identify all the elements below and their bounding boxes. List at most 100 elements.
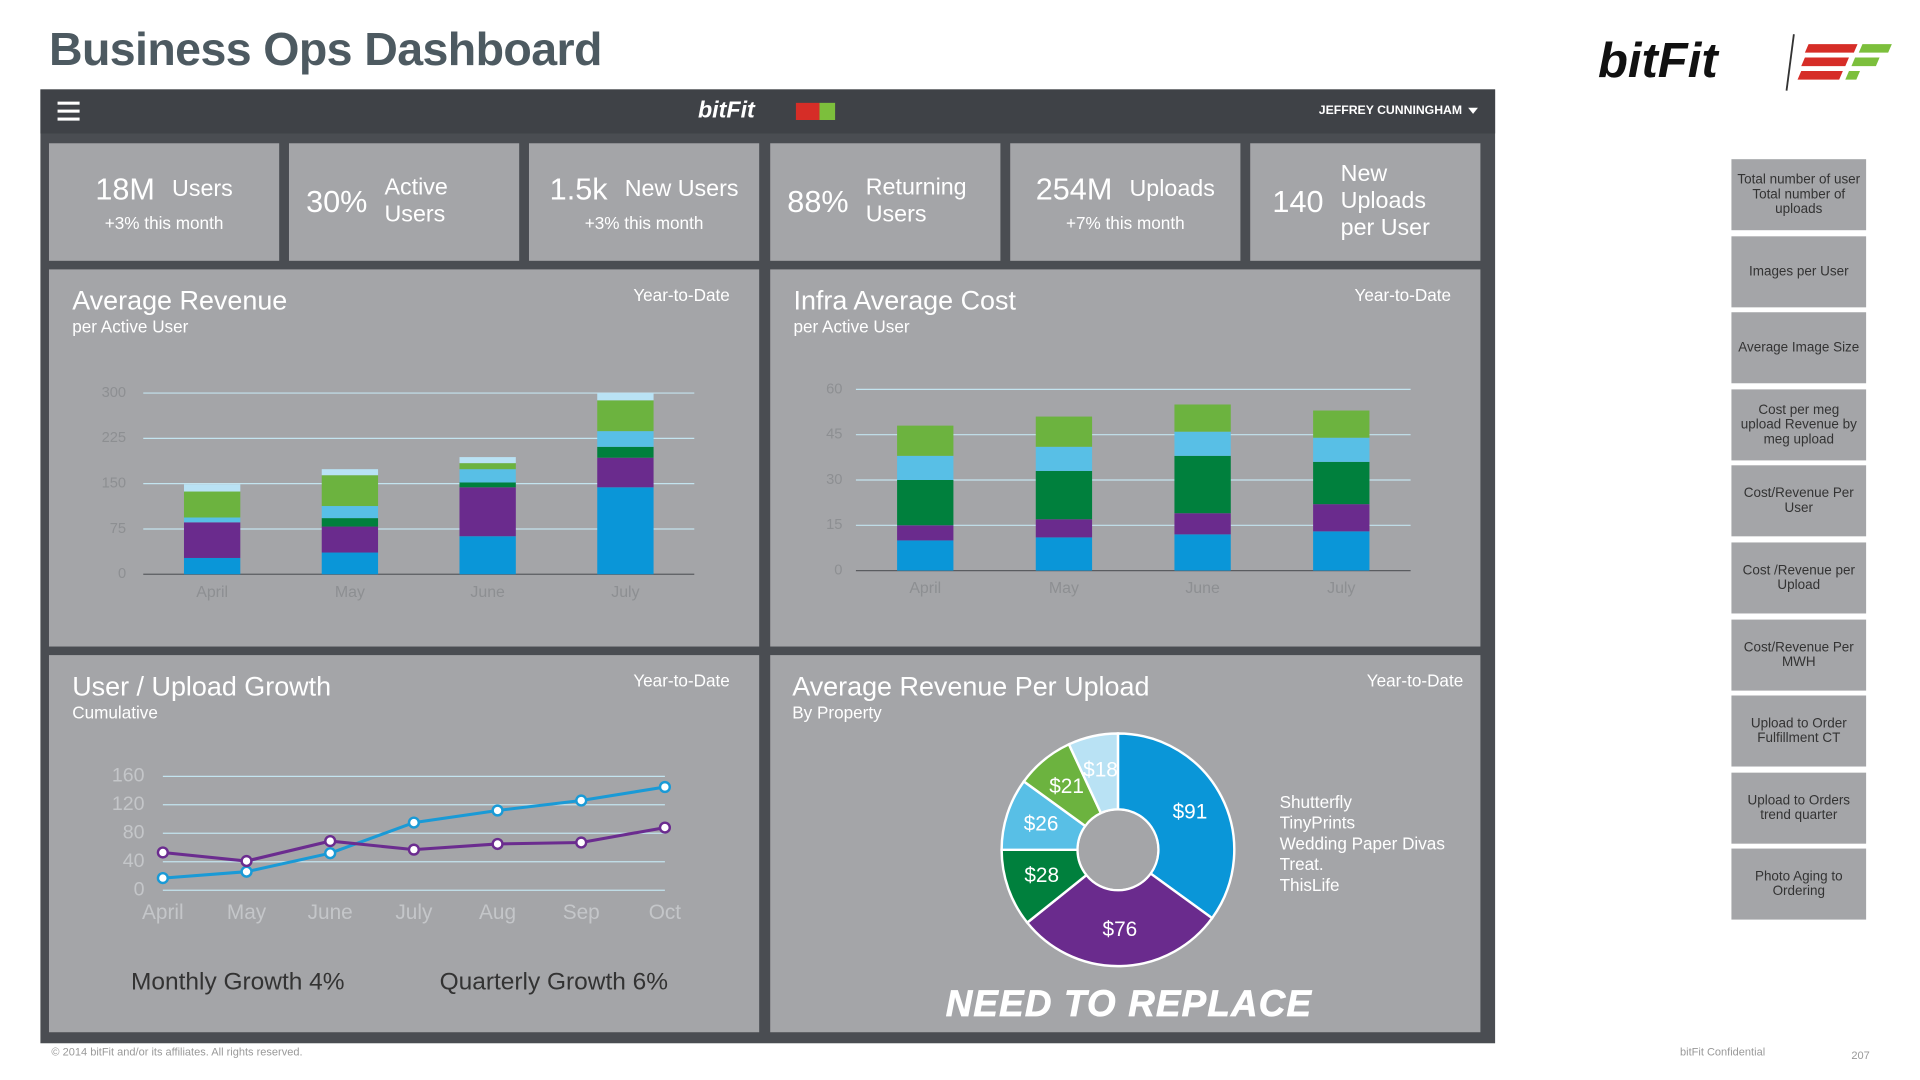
logo: bitFit [1597, 34, 1718, 89]
x-tick-label: June [470, 584, 505, 601]
y-tick-label: 30 [826, 472, 842, 488]
bar-segment [897, 525, 954, 541]
sidebar-item[interactable]: Cost/Revenue Per User [1731, 465, 1867, 537]
chart-title: Average Revenue [72, 286, 287, 316]
x-tick-label: April [196, 584, 228, 601]
bar-segment [1174, 431, 1231, 456]
y-tick-label: 0 [134, 878, 145, 900]
bar-segment [459, 463, 516, 470]
x-tick-label: April [909, 580, 941, 597]
kpi-card: 254M Uploads +7% this month [1010, 143, 1241, 261]
sidebar-item[interactable]: Average Image Size [1731, 312, 1867, 384]
bar-segment [597, 431, 654, 447]
kpi-label: Active Users [384, 175, 448, 228]
kpi-note: +7% this month [1065, 212, 1185, 233]
sidebar-item[interactable]: Cost /Revenue per Upload [1731, 542, 1867, 614]
bar-segment [1035, 519, 1093, 538]
slice-label: $28 [1024, 864, 1059, 887]
annotation: Quarterly Growth 6% [440, 969, 668, 996]
slice-label: $91 [1173, 801, 1208, 824]
slice-label: $18 [1083, 758, 1118, 781]
user-menu[interactable]: JEFFREY CUNNINGHAM [1318, 104, 1463, 118]
x-tick-label: May [227, 901, 267, 924]
kpi-value: 30% [306, 184, 368, 219]
x-tick-label: Oct [649, 901, 682, 924]
sidebar-item[interactable]: Cost per meg upload Revenue by meg uploa… [1731, 389, 1867, 461]
kpi-card: 88% Returning Users [770, 143, 1001, 261]
line-point [407, 843, 421, 856]
line-point [240, 865, 253, 878]
sidebar-item[interactable]: Images per User [1731, 235, 1867, 307]
bar-segment [1035, 470, 1093, 520]
top-logo: bitFit [697, 97, 755, 124]
bar-segment [1313, 531, 1370, 571]
ef-logo [1785, 34, 1892, 91]
chart-subtitle: By Property [792, 702, 882, 722]
y-tick-label: 40 [123, 850, 145, 872]
confidential: bitFit Confidential [1680, 1045, 1766, 1058]
line-point [324, 834, 337, 848]
kpi-row: 1.5k New Users [550, 172, 739, 208]
y-tick-label: 75 [110, 521, 126, 537]
chart-title: Average Revenue Per Upload [792, 671, 1149, 701]
x-tick-label: July [611, 584, 639, 601]
x-tick-label: May [335, 584, 365, 601]
bar-segment [1174, 513, 1231, 535]
line-point [575, 836, 588, 849]
y-tick-label: 60 [826, 381, 842, 397]
bar-segment [459, 469, 516, 483]
bar-segment [1313, 410, 1370, 438]
bar-segment [459, 482, 516, 488]
bar-segment [1313, 504, 1370, 532]
kpi-card: 1.5k New Users +3% this month [528, 143, 760, 261]
line-point [156, 846, 169, 859]
top-logo-mark [795, 102, 836, 120]
bar-segment [321, 526, 379, 553]
x-tick-label: June [1185, 580, 1220, 597]
y-tick-label: 300 [102, 385, 127, 401]
annotation: Monthly Growth 4% [131, 969, 345, 996]
line-point [240, 854, 253, 868]
bar-segment [321, 506, 379, 519]
sidebar-item[interactable]: Upload to Orders trend quarter [1731, 772, 1867, 844]
x-tick-label: Aug [479, 901, 516, 924]
bar-segment [321, 518, 379, 527]
pie-slice [1067, 732, 1120, 815]
bar-segment [897, 480, 954, 526]
kpi-note: +3% this month [104, 212, 224, 233]
legend-entry: Treat. [1280, 854, 1324, 874]
x-tick-label: Sep [563, 901, 600, 924]
menu-icon[interactable] [56, 99, 83, 123]
kpi-label: New Uploads per User [1340, 161, 1430, 242]
kpi-label: Returning Users [865, 175, 967, 228]
chart-title: User / Upload Growth [72, 671, 331, 701]
sidebar-item[interactable]: Total number of user Total number of upl… [1731, 159, 1867, 231]
x-tick-label: July [1327, 580, 1355, 597]
kpi-value: 254M [1035, 172, 1113, 207]
bar-segment [183, 484, 241, 492]
line-point [658, 780, 672, 794]
sidebar-item[interactable]: Photo Aging to Ordering [1731, 849, 1867, 921]
bar-segment [1035, 537, 1093, 571]
kpi-row: 140 New Uploads per User [1272, 162, 1458, 243]
sidebar-item[interactable]: Cost/Revenue Per MWH [1731, 619, 1867, 691]
bar-segment [459, 536, 516, 575]
chart-title: Infra Average Cost [793, 286, 1016, 316]
legend-entry: Wedding Paper Divas [1280, 833, 1445, 853]
line-point [491, 804, 504, 817]
caret[interactable] [1467, 107, 1479, 117]
legend-entry: Shutterfly [1280, 792, 1353, 812]
x-tick-label: April [142, 901, 184, 924]
kpi-row: 254M Uploads [1036, 172, 1215, 208]
annotation: NEED TO REPLACE [946, 983, 1313, 1024]
kpi-note: +3% this month [584, 212, 704, 233]
kpi-label: Users [172, 176, 233, 203]
bar-segment [459, 487, 516, 537]
bar-segment [897, 425, 954, 456]
kpi-value: 88% [787, 184, 849, 219]
bar-segment [321, 475, 379, 507]
copyright: © 2014 bitFit and/or its affiliates. All… [51, 1045, 303, 1058]
panel [48, 655, 760, 1033]
sidebar-item[interactable]: Upload to Order Fulfillment CT [1731, 695, 1867, 767]
x-tick-label: June [308, 901, 353, 924]
